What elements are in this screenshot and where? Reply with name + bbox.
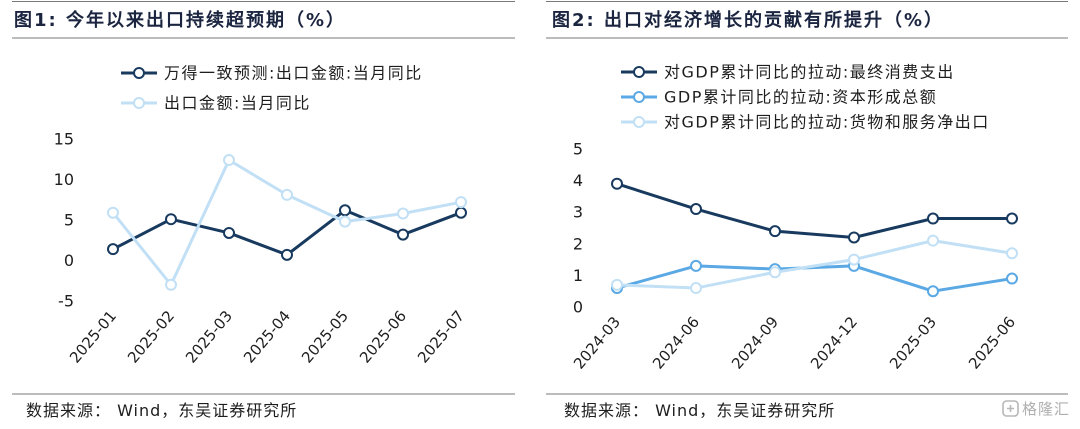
series-3-point	[611, 278, 623, 291]
series-1-point	[223, 226, 235, 239]
series-1-point	[281, 248, 293, 261]
figure-2-source: 数据来源： Wind，东吴证券研究所	[564, 401, 835, 420]
series-1-point	[107, 243, 119, 256]
watermark: 格隆汇	[1002, 400, 1070, 418]
legend-1-marker	[633, 66, 645, 78]
series-1-point	[165, 213, 177, 226]
series-2-point	[223, 154, 235, 167]
series-1-line	[616, 182, 1012, 239]
series-1-point	[339, 204, 351, 217]
x-tick-label: 2025-06	[965, 313, 1019, 373]
x-tick-label: 2025-07	[414, 307, 468, 367]
series-1-point	[611, 177, 623, 190]
y-tick-label: 15	[54, 130, 74, 149]
legend-3-label: 对GDP累计同比的拉动:货物和服务净出口	[664, 113, 990, 132]
figure-2-title: 图2: 出口对经济增长的贡献有所提升（%）	[552, 9, 944, 31]
x-tick-label: 2024-12	[807, 313, 861, 373]
x-tick-label: 2025-02	[124, 307, 178, 367]
legend-2-marker	[133, 97, 145, 109]
legend-2-label: GDP累计同比的拉动:资本形成总额	[664, 88, 937, 107]
series-2-point	[927, 285, 939, 298]
y-tick-label: 5	[64, 211, 74, 230]
series-2-point	[165, 278, 177, 291]
series-2-point	[1006, 272, 1018, 285]
series-1-point	[848, 231, 860, 244]
y-tick-label: 3	[573, 203, 583, 222]
series-1-point	[769, 225, 781, 238]
y-tick-label: 1	[573, 266, 583, 285]
y-tick-label: -5	[58, 292, 74, 311]
legend-3-marker	[633, 116, 645, 128]
series-2-point	[690, 259, 702, 272]
series-3-point	[927, 234, 939, 247]
figure-1-source: 数据来源： Wind，东吴证券研究所	[26, 401, 297, 420]
series-1-point	[455, 206, 467, 219]
series-3-point	[1006, 247, 1018, 260]
x-tick-label: 2025-03	[886, 313, 940, 373]
x-tick-label: 2025-03	[182, 307, 236, 367]
series-2-point	[107, 206, 119, 219]
y-tick-label: 0	[64, 251, 74, 270]
legend-2-marker	[633, 91, 645, 103]
legend-1-marker	[133, 67, 145, 79]
legend-1-label: 万得一致预测:出口金额:当月同比	[164, 64, 423, 83]
x-tick-label: 2025-06	[356, 307, 410, 367]
legend-1-label: 对GDP累计同比的拉动:最终消费支出	[664, 63, 955, 82]
figure-1-title: 图1: 今年以来出口持续超预期（%）	[14, 9, 346, 31]
y-tick-label: 10	[54, 170, 74, 189]
series-1-point	[690, 203, 702, 216]
x-tick-label: 2024-03	[570, 313, 624, 373]
series-2-point	[281, 188, 293, 201]
y-tick-label: 4	[573, 171, 583, 190]
series-1-point	[927, 212, 939, 225]
series-1-point	[1006, 212, 1018, 225]
legend-2-label: 出口金额:当月同比	[164, 94, 311, 113]
x-tick-label: 2025-01	[66, 307, 120, 367]
series-2-point	[455, 196, 467, 209]
series-1-line	[112, 208, 462, 257]
series-2-line	[616, 264, 1013, 293]
x-tick-label: 2025-05	[298, 307, 352, 367]
figure-2-panel: 图2: 出口对经济增长的贡献有所提升（%） 0 1 2 3 4 5 2024-03 2024-…	[546, 1, 1068, 420]
series-3-line	[616, 239, 1013, 290]
series-2-point	[339, 215, 351, 228]
series-2-point	[397, 207, 409, 220]
series-1-point	[397, 228, 409, 241]
x-tick-label: 2024-09	[728, 313, 782, 373]
x-tick-label: 2024-06	[649, 313, 703, 373]
x-tick-label: 2025-04	[240, 307, 294, 367]
figure-2-chart: 0 1 2 3 4 5 2024-03 2024-06 2024-09 2024-12 2025-0…	[570, 63, 1019, 373]
y-tick-label: 5	[573, 140, 583, 159]
y-tick-label: 2	[573, 234, 583, 253]
watermark-text: 格隆汇	[1022, 400, 1070, 418]
series-3-point	[769, 266, 781, 279]
series-3-point	[848, 253, 860, 266]
gelonghui-logo-icon	[1002, 400, 1019, 417]
series-3-point	[690, 282, 702, 295]
y-tick-label: 0	[573, 298, 583, 317]
